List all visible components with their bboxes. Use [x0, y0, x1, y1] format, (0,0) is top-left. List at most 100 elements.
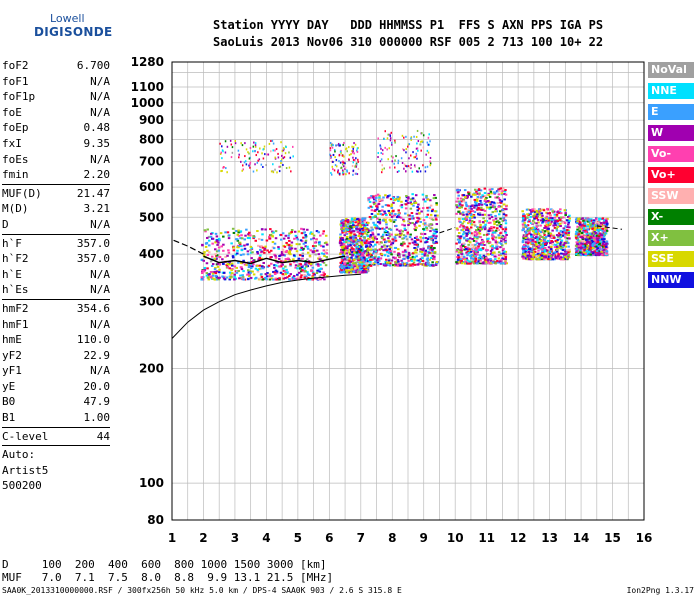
echo-point — [584, 254, 587, 257]
echo-point — [370, 195, 373, 198]
echo-point — [390, 233, 393, 236]
echo-point — [597, 222, 601, 225]
echo-point — [377, 221, 380, 224]
echo-point — [299, 276, 303, 279]
legend: NoVal NNE E W Vo- Vo+ SSW X- X+ SSE NNW — [648, 62, 694, 293]
echo-point — [547, 227, 550, 230]
echo-point — [365, 244, 368, 247]
echo-point — [462, 242, 465, 245]
echo-point — [378, 243, 381, 246]
echo-point — [312, 234, 316, 237]
echo-point — [477, 204, 481, 207]
echo-point — [584, 251, 587, 254]
echo-point — [472, 239, 476, 242]
echo-point — [223, 275, 227, 278]
echo-point — [214, 272, 218, 275]
echo-point — [203, 251, 206, 254]
echo-point — [547, 246, 551, 249]
echo-point — [413, 246, 416, 249]
echo-point — [309, 249, 312, 252]
echo-point — [296, 267, 299, 270]
echo-point — [545, 229, 549, 232]
echo-point — [563, 253, 567, 256]
echo-point — [287, 234, 290, 237]
echo-point — [356, 173, 359, 176]
echo-point — [258, 256, 261, 259]
echo-point — [281, 273, 284, 276]
echo-point — [388, 227, 392, 230]
echo-point — [392, 239, 396, 242]
echo-point — [412, 199, 416, 202]
echo-point — [576, 252, 580, 255]
echo-point — [282, 250, 286, 253]
echo-point — [283, 245, 287, 248]
o-trace-dashed — [173, 239, 204, 255]
echo-point — [226, 254, 229, 257]
echo-point — [477, 242, 481, 245]
echo-point — [373, 236, 377, 239]
echo-point — [487, 201, 491, 204]
param-row: MUF(D) 21.47 — [2, 186, 110, 202]
echo-point — [374, 250, 378, 253]
echo-point — [427, 245, 430, 248]
echo-point — [422, 247, 425, 250]
echo-point — [387, 259, 391, 262]
echo-point — [286, 243, 289, 246]
echo-point — [521, 241, 525, 244]
echo-point — [542, 254, 546, 257]
echo-point — [341, 252, 345, 255]
echo-point — [379, 213, 383, 216]
echo-point — [270, 277, 274, 280]
echo-point — [525, 224, 528, 227]
echo-point — [489, 259, 493, 262]
echo-point — [365, 268, 369, 271]
echo-point — [274, 230, 278, 233]
echo-point — [464, 207, 467, 210]
echo-point — [348, 261, 351, 264]
echo-point — [354, 254, 358, 257]
echo-point — [410, 154, 412, 157]
echo-point — [476, 237, 479, 240]
echo-point — [598, 252, 602, 255]
echo-point — [276, 277, 280, 280]
echo-point — [359, 249, 363, 252]
echo-point — [564, 236, 567, 239]
echo-point — [352, 264, 356, 267]
echo-point — [287, 237, 290, 240]
echo-point — [346, 228, 350, 231]
echo-point — [256, 270, 260, 273]
echo-point — [500, 258, 503, 261]
echo-point — [535, 225, 538, 228]
echo-point — [578, 240, 581, 243]
echo-point — [547, 255, 550, 258]
echo-point — [409, 166, 411, 169]
echo-point — [240, 160, 242, 163]
echo-point — [347, 267, 351, 270]
echo-point — [589, 249, 592, 252]
echo-point — [395, 260, 399, 263]
echo-point — [285, 250, 288, 253]
echo-point — [241, 169, 243, 172]
echo-point — [304, 236, 307, 239]
header-values: SaoLuis 2013 Nov06 310 000000 RSF 005 2 … — [213, 35, 604, 49]
echo-point — [230, 275, 233, 278]
echo-point — [489, 206, 493, 209]
echo-point — [257, 151, 259, 154]
echo-point — [472, 234, 475, 237]
echo-point — [276, 171, 278, 174]
legend-entry: X+ — [648, 230, 694, 246]
echo-point — [390, 205, 393, 208]
echo-point — [329, 141, 332, 144]
echo-point — [362, 256, 366, 259]
echo-point — [497, 229, 500, 232]
y-tick-label: 800 — [139, 133, 164, 147]
echo-point — [383, 167, 386, 170]
echo-point — [375, 241, 379, 244]
echo-point — [347, 222, 350, 225]
echo-point — [225, 264, 228, 267]
echo-point — [435, 203, 438, 206]
echo-point — [306, 245, 309, 248]
echo-point — [433, 251, 437, 254]
echo-point — [420, 256, 424, 259]
echo-point — [370, 240, 373, 243]
